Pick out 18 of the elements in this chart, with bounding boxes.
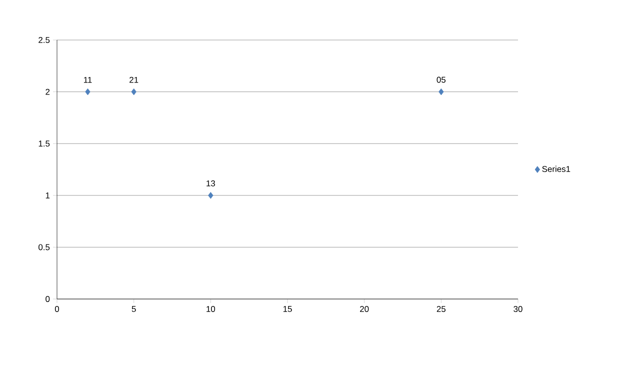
annotation: 11 <box>84 76 92 83</box>
x-tick-label: 25 <box>436 306 446 312</box>
annotation: 21 <box>130 76 138 83</box>
annotation: 13 <box>206 180 216 186</box>
x-tick-label: 15 <box>283 306 292 312</box>
y-tick-label: 0 <box>46 296 50 302</box>
x-tick-label: 30 <box>514 306 522 312</box>
x-tick-label: 20 <box>360 306 369 312</box>
legend-label: Series1 <box>542 166 570 172</box>
x-tick-label: 10 <box>206 306 216 312</box>
y-tick-label: 2 <box>46 88 50 95</box>
x-tick-label: 0 <box>54 306 60 312</box>
y-tick-label: 0.5 <box>38 244 50 250</box>
annotation: 05 <box>436 76 446 83</box>
y-tick-label: 1.5 <box>38 140 50 147</box>
y-tick-label: 1 <box>46 192 50 198</box>
x-tick-label: 5 <box>132 306 136 312</box>
y-tick-label: 2.5 <box>38 37 50 43</box>
